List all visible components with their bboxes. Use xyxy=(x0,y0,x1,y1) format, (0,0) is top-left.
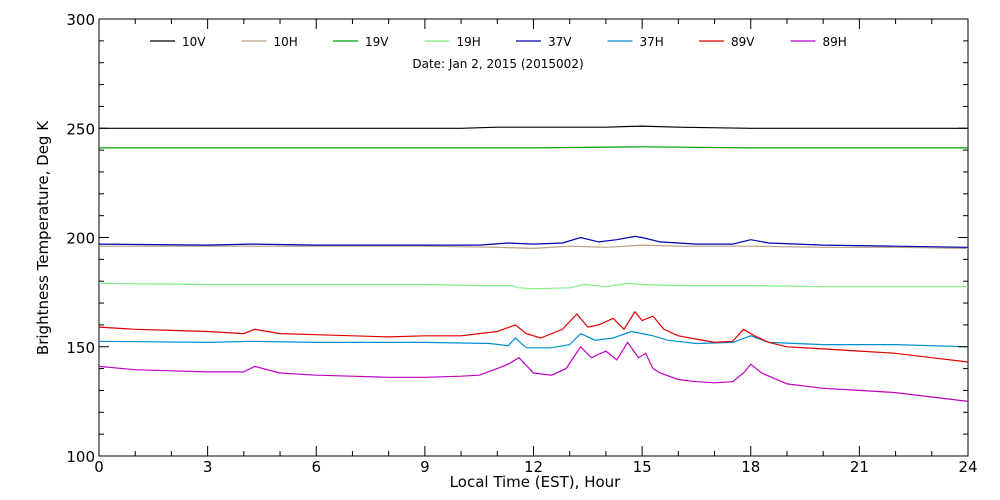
x-tick-label: 0 xyxy=(94,458,104,476)
legend-label-37h: 37H xyxy=(640,35,664,49)
x-tick-label: 9 xyxy=(420,458,430,476)
series-line-19v xyxy=(99,146,968,149)
x-tick-label: 24 xyxy=(958,458,977,476)
tick-layer: 0 3 6 9 12 15 18 21 24 100 150 200 250 300 xyxy=(66,11,977,476)
legend-label-10h: 10H xyxy=(274,35,298,49)
y-tick-label: 200 xyxy=(66,230,95,248)
y-tick-label: 150 xyxy=(66,339,95,357)
x-tick-label: 15 xyxy=(633,458,652,476)
y-tick-label: 250 xyxy=(66,120,95,138)
legend: 10V 10H 19V 19H 37V 37H 89V 89H xyxy=(150,35,847,49)
legend-label-19v: 19V xyxy=(365,35,389,49)
series-line-19h xyxy=(98,282,968,290)
series-line-10h xyxy=(99,244,969,250)
series-line-10v xyxy=(99,125,968,129)
y-tick-label: 300 xyxy=(66,11,95,29)
plot-border xyxy=(98,18,969,457)
x-axis-label: Local Time (EST), Hour xyxy=(450,473,621,491)
x-tick-label: 6 xyxy=(311,458,321,476)
x-tick-label: 21 xyxy=(850,458,869,476)
x-tick-label: 18 xyxy=(741,458,760,476)
x-tick-label: 3 xyxy=(203,458,213,476)
series-line-89h xyxy=(98,341,969,402)
chart-title: Date: Jan 2, 2015 (2015002) xyxy=(412,57,583,71)
series-line-37v xyxy=(98,235,969,248)
x-tick-label: 12 xyxy=(524,458,543,476)
legend-label-37v: 37V xyxy=(548,35,572,49)
legend-label-10v: 10V xyxy=(182,35,206,49)
series-line-89v xyxy=(98,310,969,363)
plot-frame xyxy=(98,18,969,457)
legend-label-19h: 19H xyxy=(457,35,481,49)
y-axis-label: Brightness Temperature, Deg K xyxy=(34,120,52,355)
series-layer xyxy=(98,125,969,402)
legend-label-89h: 89H xyxy=(823,35,847,49)
y-tick-label: 100 xyxy=(66,448,95,466)
legend-label-89v: 89V xyxy=(731,35,755,49)
series-line-37h xyxy=(98,330,969,349)
